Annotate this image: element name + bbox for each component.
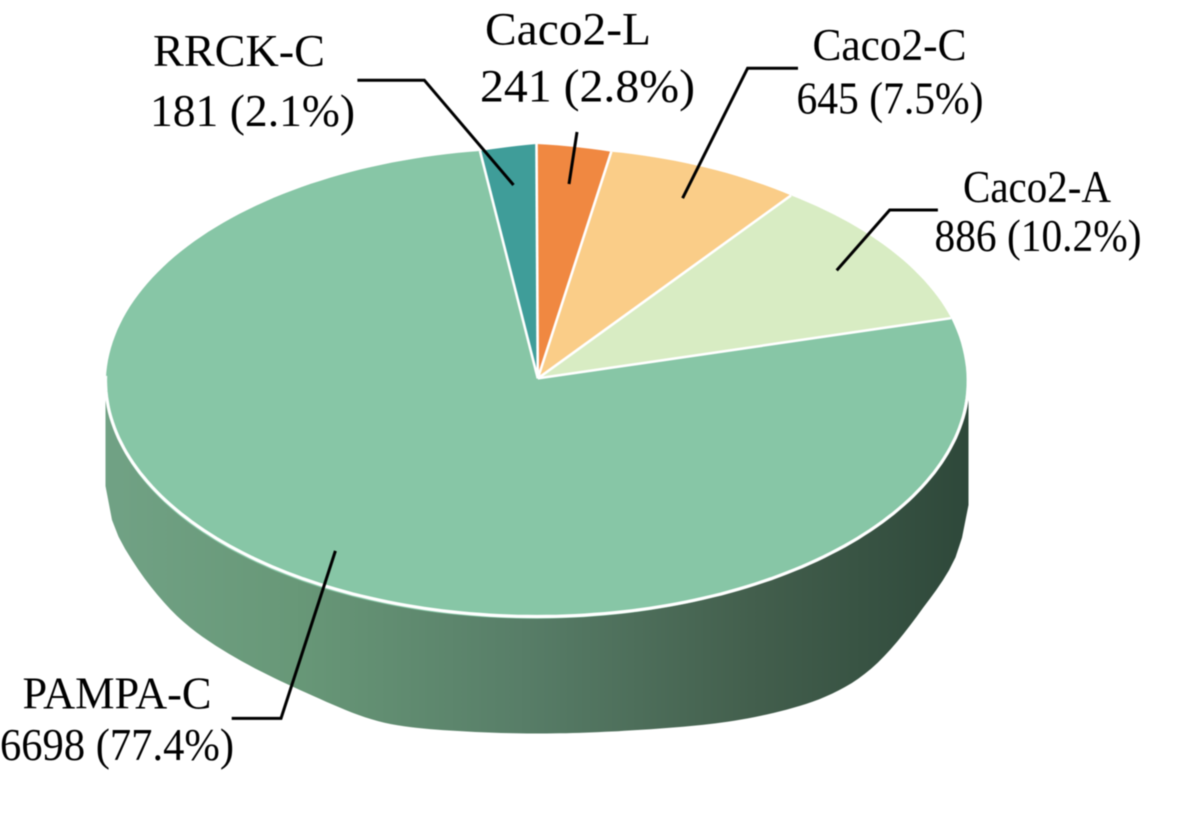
svg-text:181 (2.1%): 181 (2.1%) [150,85,355,136]
svg-text:645 (7.5%): 645 (7.5%) [797,74,984,124]
svg-text:Caco2-C: Caco2-C [813,20,967,70]
svg-text:241 (2.8%): 241 (2.8%) [480,61,695,113]
svg-text:Caco2-L: Caco2-L [485,4,651,56]
svg-text:PAMPA-C: PAMPA-C [23,669,212,719]
svg-text:886 (10.2%): 886 (10.2%) [935,211,1142,261]
svg-text:6698 (77.4%): 6698 (77.4%) [0,719,234,770]
svg-text:Caco2-A: Caco2-A [963,162,1111,212]
svg-text:RRCK-C: RRCK-C [153,25,325,76]
